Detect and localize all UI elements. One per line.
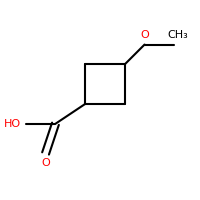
Text: O: O <box>140 30 149 40</box>
Text: HO: HO <box>4 119 21 129</box>
Text: CH₃: CH₃ <box>168 30 189 40</box>
Text: O: O <box>41 158 50 168</box>
